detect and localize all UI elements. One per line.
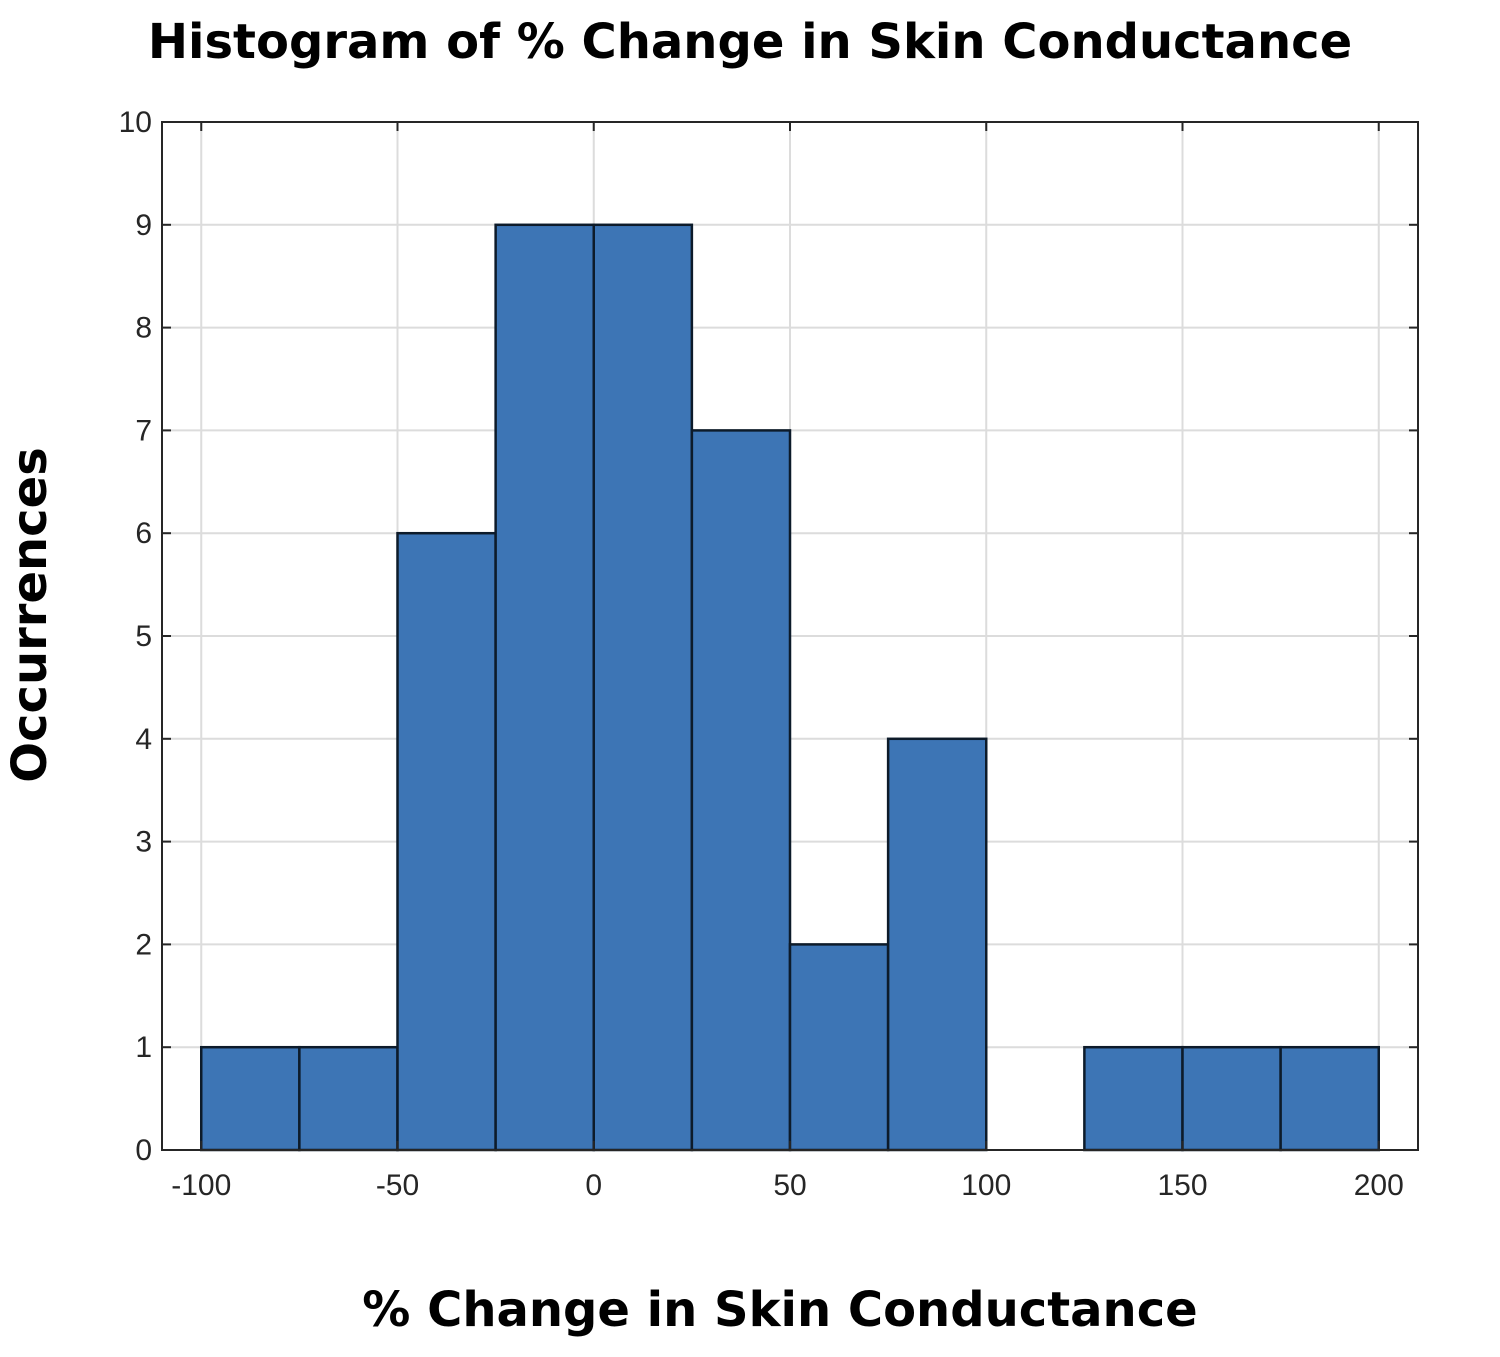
- y-tick-label: 5: [135, 620, 152, 653]
- histogram-bar: [690, 429, 792, 1152]
- histogram-bar: [1279, 1045, 1380, 1152]
- y-tick-label: 4: [135, 723, 152, 756]
- x-tick-label: 200: [1354, 1169, 1404, 1202]
- y-tick-label: 2: [135, 928, 152, 961]
- histogram-bar: [592, 223, 694, 1152]
- x-tick-label: 100: [961, 1169, 1011, 1202]
- x-tick-label: 150: [1157, 1169, 1207, 1202]
- y-axis-label: Occurrences: [2, 447, 58, 783]
- y-tick-label: 9: [135, 209, 152, 242]
- y-tick-label: 7: [135, 414, 152, 447]
- y-tick-label: 10: [119, 106, 152, 139]
- histogram-bar: [200, 1045, 301, 1152]
- x-tick-label: 50: [773, 1169, 806, 1202]
- y-tick-label: 8: [135, 312, 152, 345]
- histogram-bars: [200, 223, 1380, 1152]
- y-tick-label: 1: [135, 1031, 152, 1064]
- x-axis-label: % Change in Skin Conductance: [362, 1282, 1198, 1338]
- histogram-bar: [298, 1045, 399, 1152]
- x-tick-label: -100: [171, 1169, 231, 1202]
- histogram-bar: [1083, 1045, 1184, 1152]
- y-tick-label: 0: [135, 1134, 152, 1167]
- x-tick-label: -50: [376, 1169, 419, 1202]
- chart-title: Histogram of % Change in Skin Conductanc…: [147, 14, 1353, 70]
- histogram-bar: [494, 223, 595, 1152]
- axis-ticks: 0 1 2 3 4 5 6 7 8 9 10 -100 -50 0 50 100 150 200: [119, 106, 1418, 1202]
- x-tick-label: 0: [585, 1169, 602, 1202]
- histogram-bar: [1181, 1045, 1282, 1152]
- histogram-bar: [396, 531, 497, 1152]
- histogram-bar: [788, 943, 890, 1152]
- y-tick-label: 6: [135, 517, 152, 550]
- histogram-bar: [886, 737, 988, 1152]
- y-tick-label: 3: [135, 826, 152, 859]
